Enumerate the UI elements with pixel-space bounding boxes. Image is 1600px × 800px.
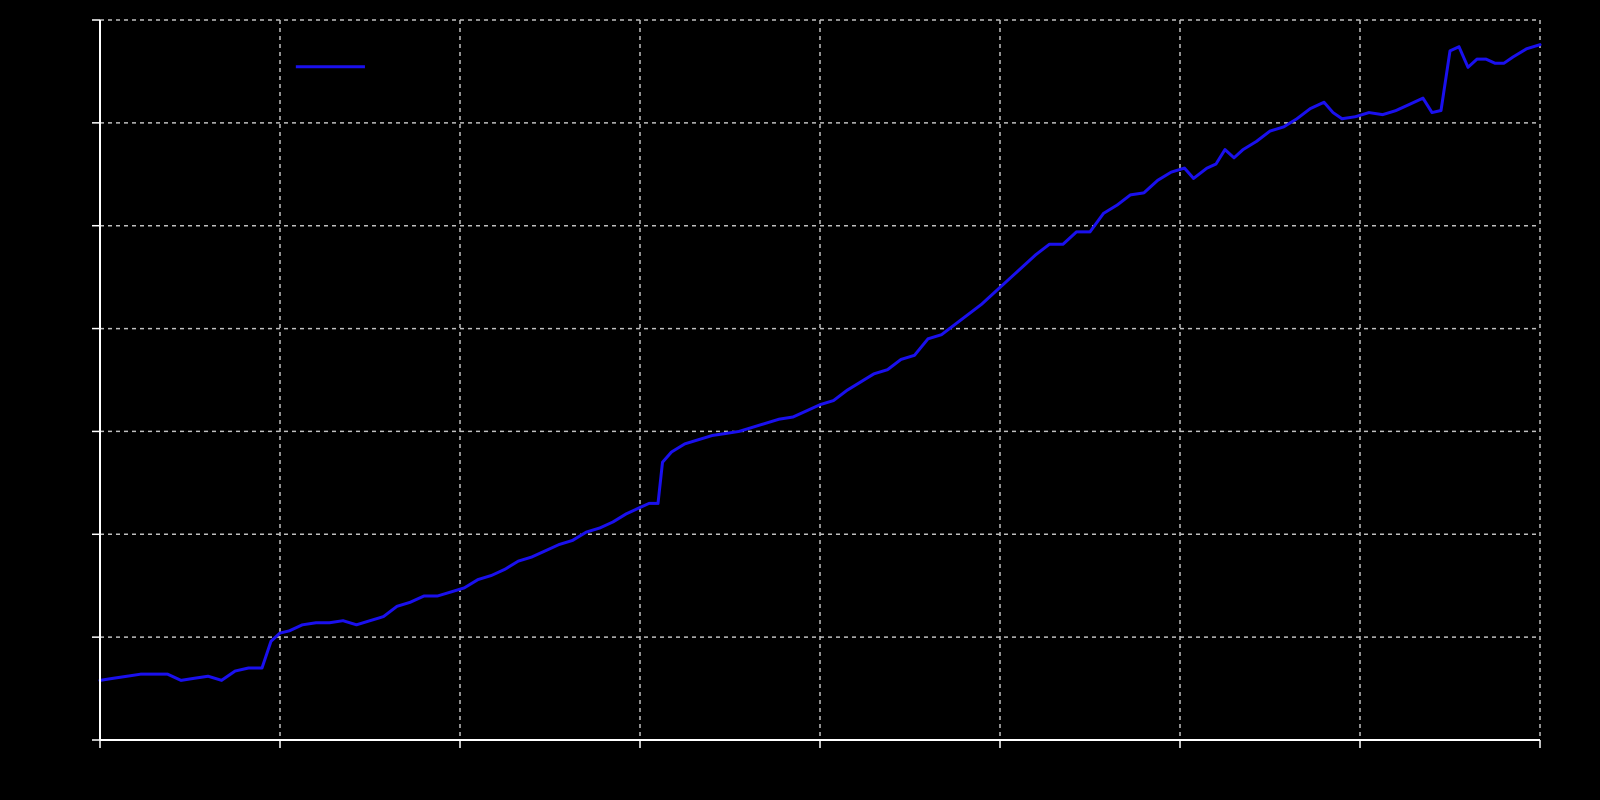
line-chart <box>0 0 1600 800</box>
